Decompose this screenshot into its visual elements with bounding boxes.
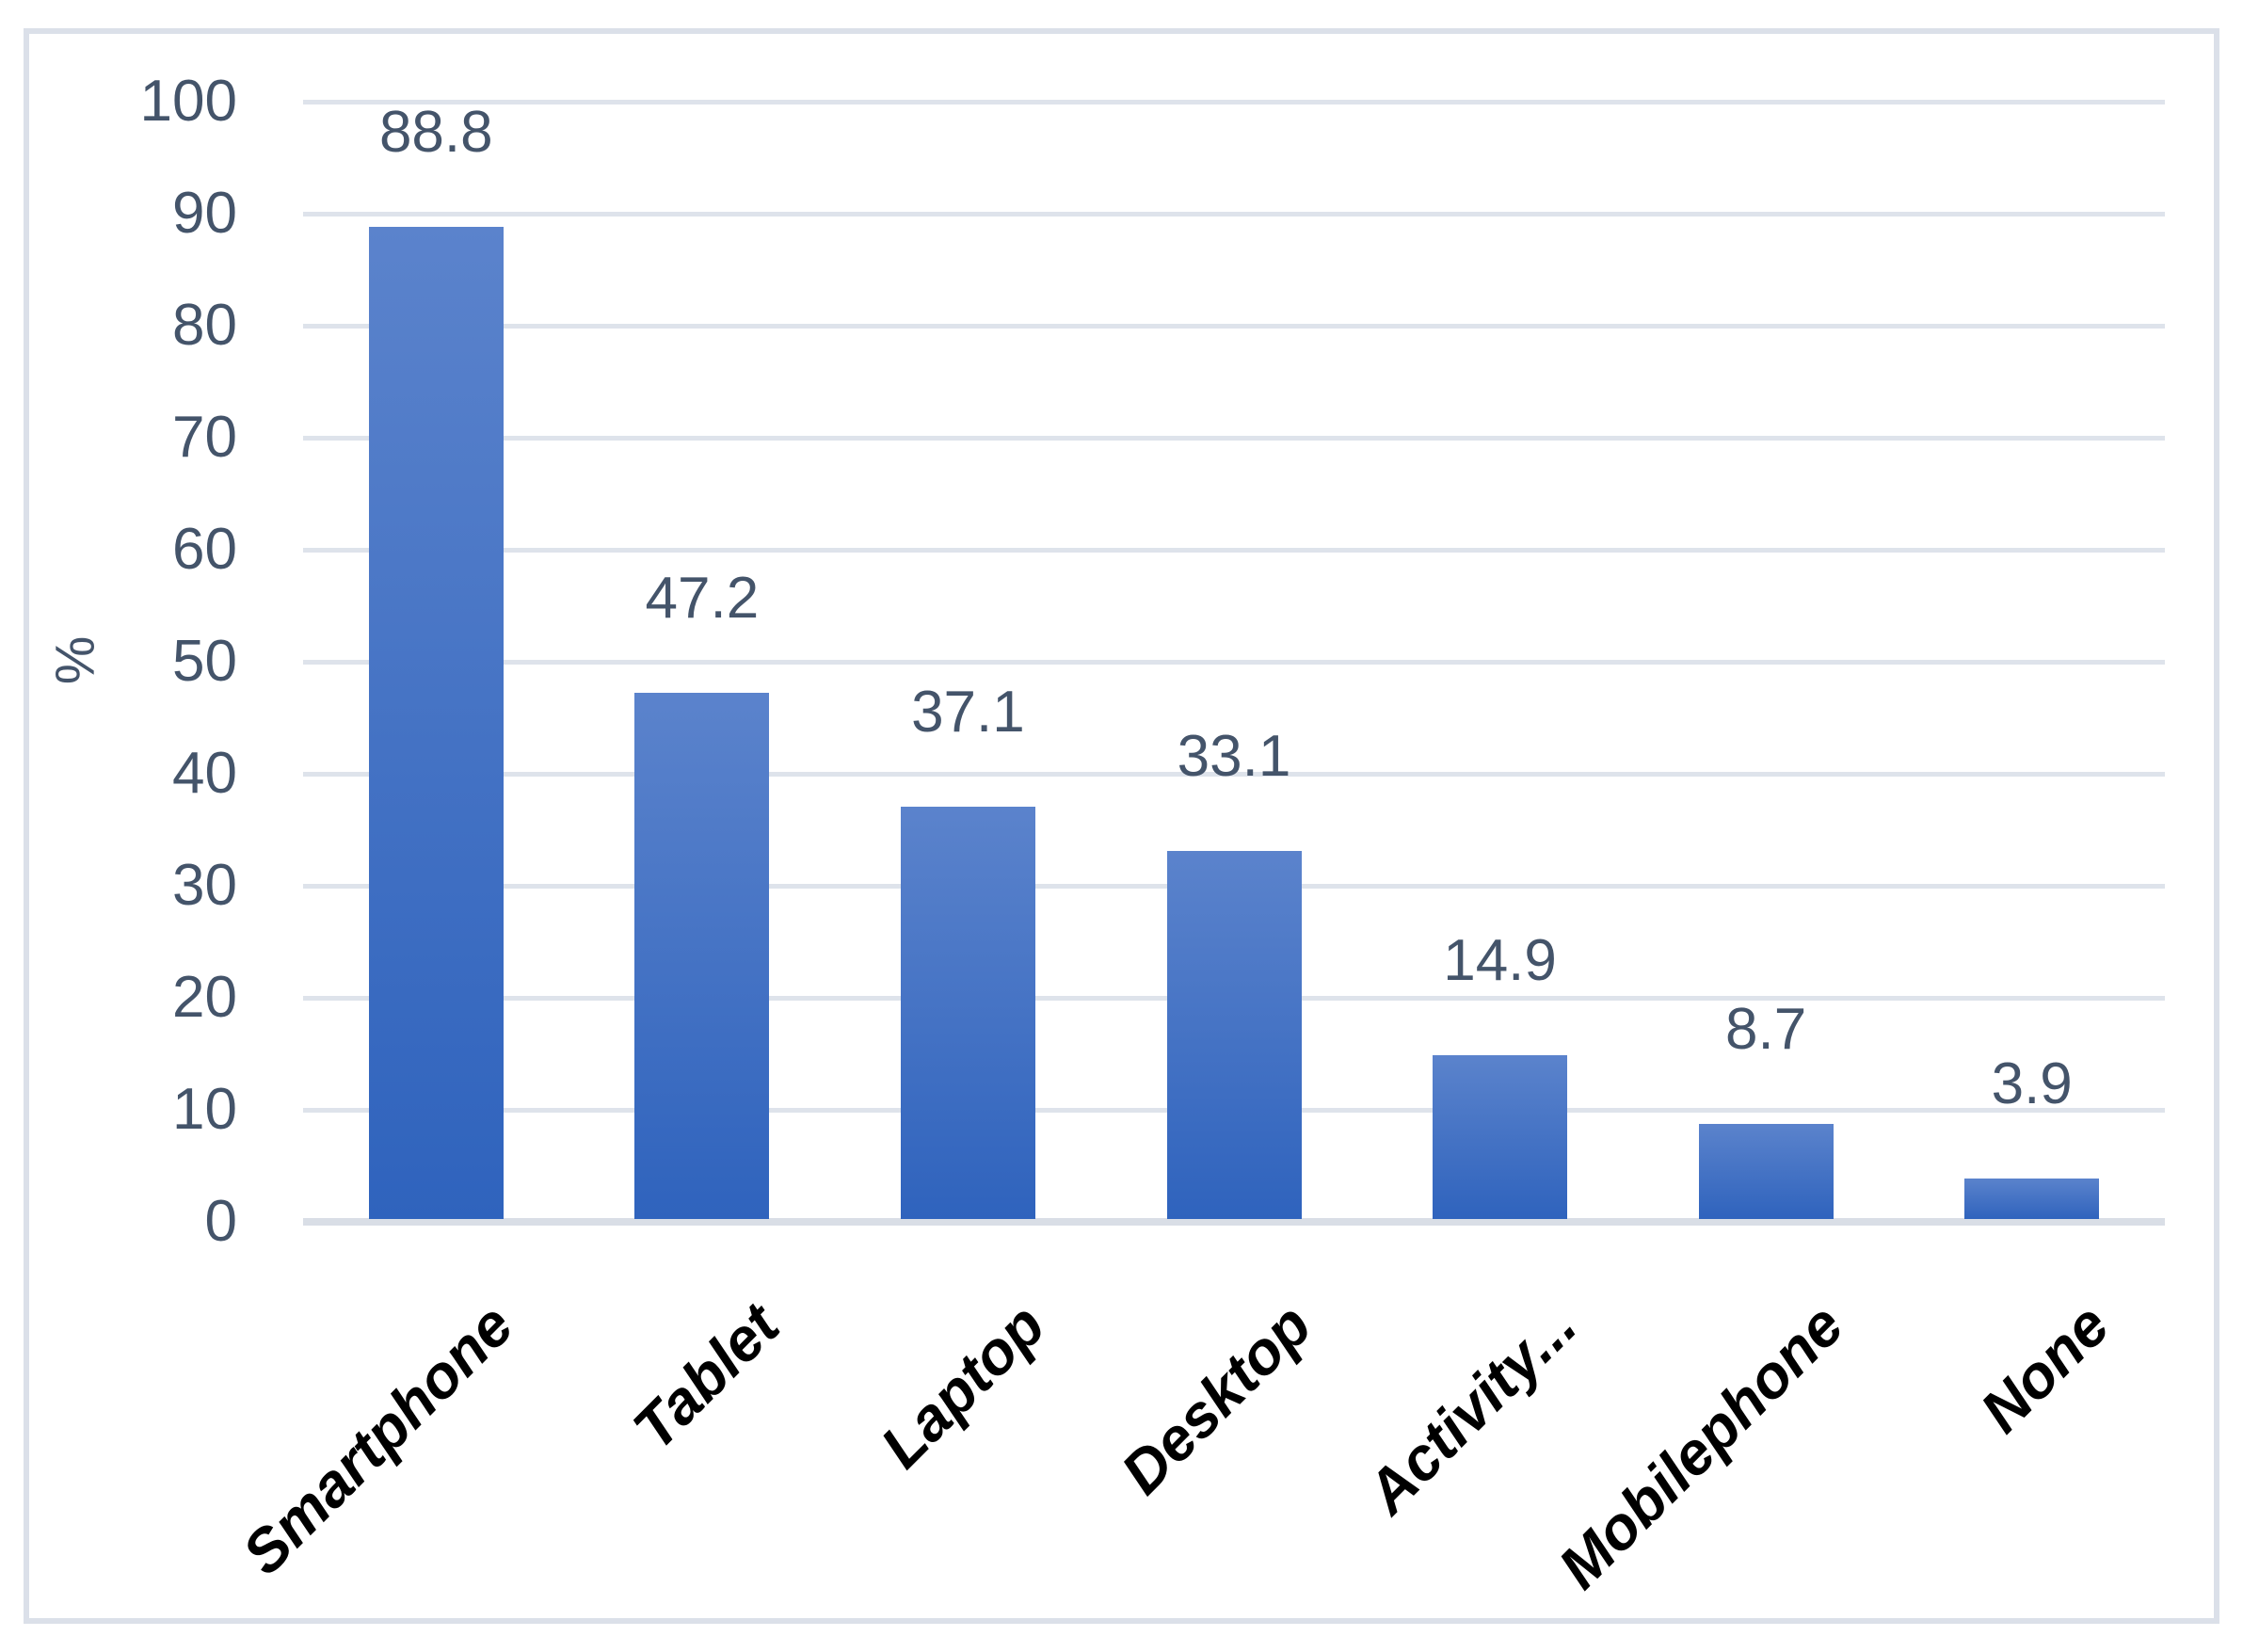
- y-tick-label: 40: [172, 741, 237, 806]
- y-tick-label: 70: [172, 405, 237, 470]
- gridline: [303, 212, 2165, 217]
- data-label: 3.9: [1991, 1051, 2073, 1116]
- y-tick-label: 20: [172, 965, 237, 1030]
- bar-smartphone: [368, 227, 504, 1219]
- y-tick-label: 0: [204, 1189, 237, 1254]
- bar-activity: [1433, 1054, 1568, 1219]
- data-label: 8.7: [1725, 997, 1807, 1063]
- data-label: 88.8: [378, 100, 493, 166]
- gridline: [303, 436, 2165, 441]
- y-tick-label: 80: [172, 293, 237, 358]
- gridline: [303, 324, 2165, 329]
- data-label: 37.1: [911, 679, 1025, 745]
- bar-laptop: [900, 806, 1035, 1219]
- bar-tablet: [634, 693, 770, 1219]
- data-label: 33.1: [1177, 724, 1291, 790]
- data-label: 47.2: [645, 566, 760, 632]
- y-tick-label: 10: [172, 1077, 237, 1142]
- bar-mobilephone: [1698, 1124, 1834, 1219]
- y-tick-label: 90: [172, 181, 237, 246]
- data-label: 14.9: [1443, 927, 1557, 993]
- chart-frame: [24, 28, 2219, 1624]
- gridline: [303, 548, 2165, 553]
- bar-none: [1964, 1178, 2100, 1219]
- gridline: [303, 772, 2165, 777]
- gridline: [303, 660, 2165, 665]
- bar-desktop: [1166, 851, 1302, 1219]
- y-tick-label: 60: [172, 517, 237, 582]
- y-tick-label: 50: [172, 629, 237, 694]
- y-tick-label: 30: [172, 853, 237, 918]
- x-axis-line: [303, 1218, 2165, 1226]
- y-axis-title: %: [44, 635, 106, 685]
- gridline: [303, 100, 2165, 104]
- y-tick-label: 100: [139, 69, 237, 134]
